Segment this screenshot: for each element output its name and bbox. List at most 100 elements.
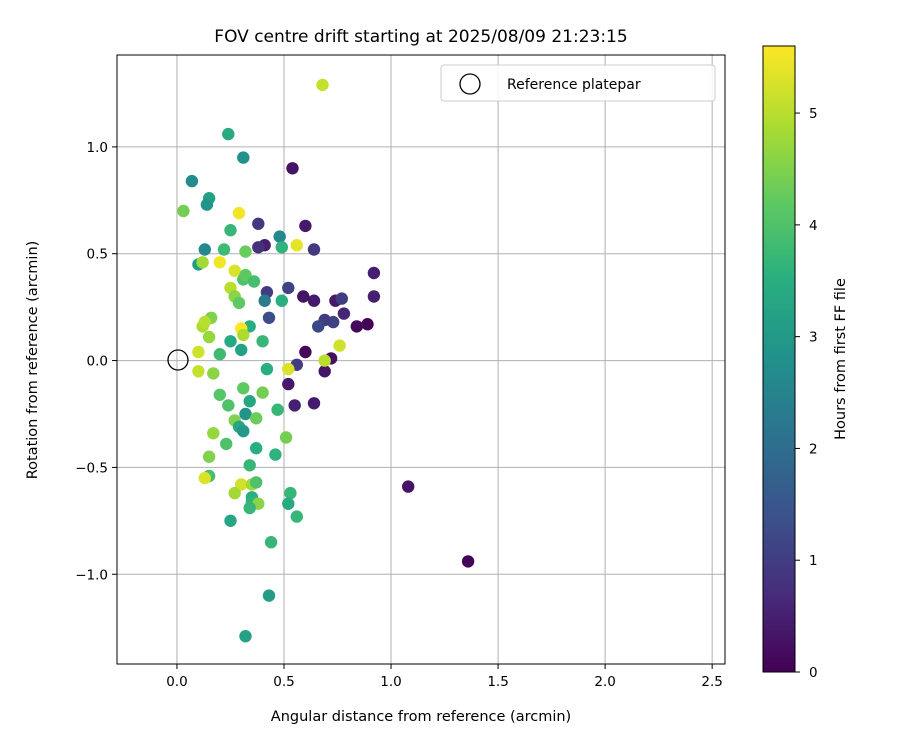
scatter-point <box>207 367 220 380</box>
y-tick-label: 0.0 <box>87 354 108 370</box>
scatter-point <box>192 365 205 378</box>
scatter-point <box>312 320 325 333</box>
legend: Reference platepar <box>440 64 716 102</box>
y-axis-label: Rotation from reference (arcmin) <box>25 241 41 480</box>
x-tick-label: 2.0 <box>594 674 615 690</box>
scatter-point <box>307 243 321 256</box>
scatter-point <box>177 204 190 218</box>
scatter-point <box>252 241 265 254</box>
scatter-point <box>299 345 312 359</box>
scatter-point <box>237 424 250 438</box>
scatter-point <box>333 339 346 352</box>
scatter-point <box>297 290 310 303</box>
scatter-point <box>256 386 269 399</box>
colorbar-label: Hours from first FF file <box>833 278 849 440</box>
colorbar <box>762 45 796 673</box>
scatter-point <box>250 442 263 455</box>
scatter-point <box>282 362 295 376</box>
scatter-point <box>243 459 256 472</box>
scatter-point <box>282 497 295 510</box>
scatter-point <box>243 501 256 515</box>
scatter-point <box>275 241 288 254</box>
scatter-point <box>282 377 295 391</box>
scatter-point <box>222 399 235 412</box>
scatter-point <box>269 448 282 461</box>
colorbar-tick-label: 0 <box>809 665 818 681</box>
scatter-point <box>286 162 299 175</box>
scatter-point <box>367 290 381 303</box>
scatter-point <box>228 486 241 500</box>
scatter-point <box>198 471 211 485</box>
scatter-point <box>307 397 321 410</box>
scatter-point <box>235 343 248 357</box>
scatter-point <box>256 335 269 348</box>
scatter-point <box>279 431 293 444</box>
chart-title: FOV centre drift starting at 2025/08/09 … <box>214 27 627 47</box>
y-tick-label: −0.5 <box>75 460 108 476</box>
scatter-point <box>262 589 276 602</box>
scatter-point <box>224 224 237 237</box>
scatter-point <box>361 318 374 331</box>
scatter-point <box>290 239 303 252</box>
scatter-point <box>198 243 211 256</box>
scatter-point <box>367 266 381 280</box>
scatter-point <box>237 382 250 395</box>
scatter-point <box>258 294 271 307</box>
scatter-point <box>192 345 205 359</box>
scatter-point <box>252 217 265 230</box>
legend-marker-icon <box>459 73 481 95</box>
scatter-point <box>247 275 261 288</box>
scatter-point <box>318 365 331 378</box>
scatter-point <box>239 268 252 282</box>
colorbar-tick-label: 5 <box>809 106 818 122</box>
scatter-point <box>237 151 250 164</box>
scatter-point <box>243 395 256 408</box>
gridlines <box>117 55 725 664</box>
scatter-point <box>213 348 226 361</box>
scatter-point <box>224 335 237 348</box>
scatter-point <box>337 307 351 320</box>
scatter-point <box>196 256 209 269</box>
x-tick-label: 2.5 <box>701 674 722 690</box>
scatter-point <box>299 219 312 233</box>
scatter-point <box>237 328 250 342</box>
scatter-point <box>239 245 252 258</box>
scatter-point <box>198 315 211 329</box>
scatter-point <box>239 630 252 643</box>
scatter-point <box>232 296 246 310</box>
data-points <box>177 78 475 643</box>
scatter-point <box>461 555 475 568</box>
plot-frame <box>116 54 726 665</box>
scatter-point <box>260 362 274 376</box>
scatter-point <box>402 480 415 493</box>
scatter-point <box>335 292 348 305</box>
scatter-point <box>250 412 263 425</box>
y-tick-label: 0.5 <box>87 247 108 263</box>
x-tick-label: 0.0 <box>166 674 187 690</box>
scatter-point <box>232 206 246 220</box>
scatter-point <box>271 403 284 416</box>
scatter-point <box>282 281 295 295</box>
scatter-point <box>213 388 226 401</box>
x-tick-label: 0.5 <box>273 674 294 690</box>
reference-marker <box>167 349 189 371</box>
y-axis-ticks: −1.0 −0.5 0.0 0.5 1.0 <box>75 140 117 583</box>
x-axis-label: Angular distance from reference (arcmin) <box>271 709 571 725</box>
y-tick-label: 1.0 <box>87 140 108 156</box>
scatter-point <box>262 311 276 324</box>
colorbar-tick-label: 1 <box>809 553 818 569</box>
scatter-point <box>185 174 199 188</box>
scatter-point <box>275 294 288 307</box>
colorbar-tick-label: 2 <box>809 441 818 457</box>
scatter-point <box>202 450 216 463</box>
colorbar-ticks: 0 1 2 3 4 5 <box>795 106 818 681</box>
scatter-point <box>239 407 252 421</box>
x-tick-label: 1.5 <box>487 674 508 690</box>
colorbar-tick-label: 4 <box>809 218 818 234</box>
scatter-point <box>316 78 329 92</box>
scatter-point <box>290 510 303 523</box>
scatter-point <box>213 256 226 269</box>
scatter-point <box>250 476 263 489</box>
scatter-point <box>228 264 241 277</box>
x-tick-label: 1.0 <box>380 674 401 690</box>
